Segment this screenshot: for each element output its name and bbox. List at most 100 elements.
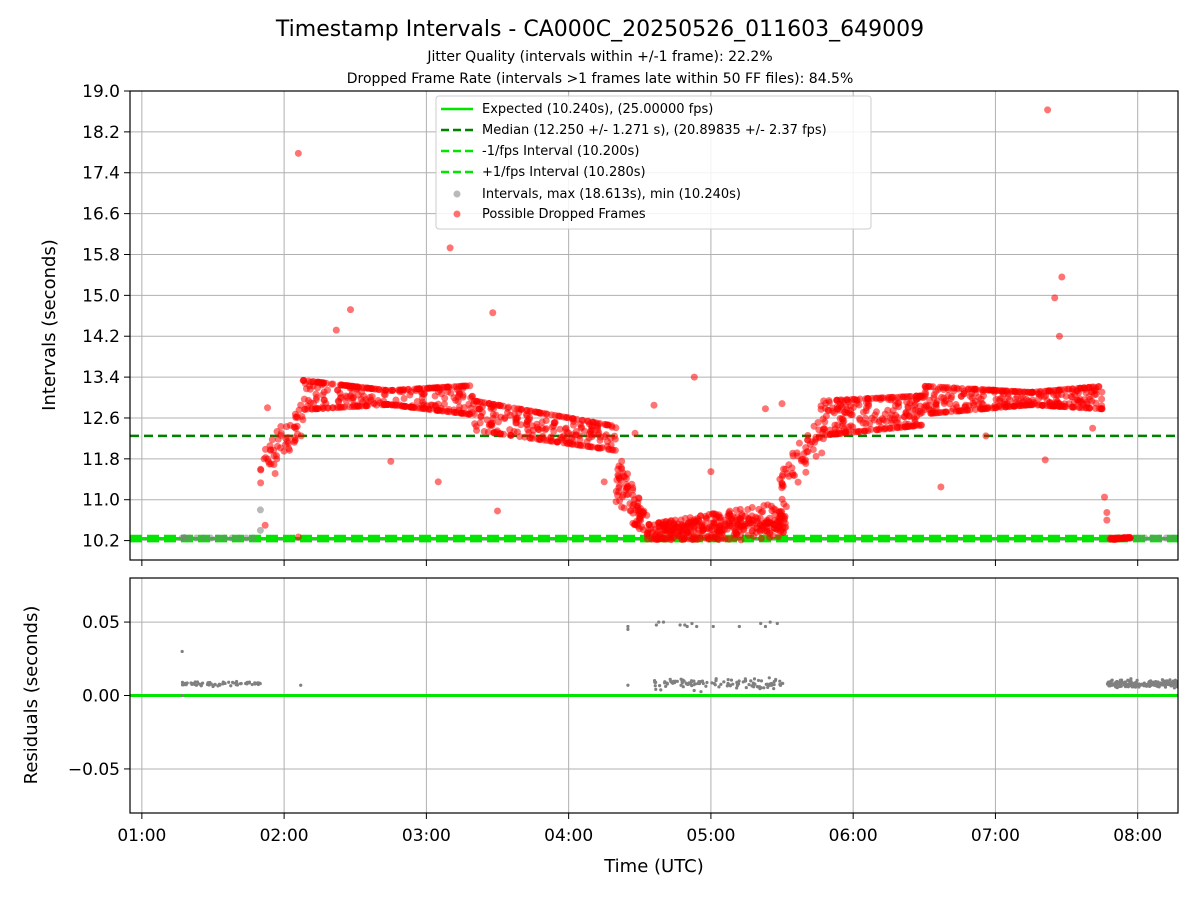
residual-point	[719, 682, 723, 686]
dropped-point	[596, 436, 604, 444]
dropped-point	[494, 418, 502, 426]
dropped-point	[778, 495, 786, 503]
dropped-point	[844, 398, 852, 406]
residual-point	[229, 684, 233, 688]
dropped-point	[273, 428, 281, 436]
dropped-point	[1029, 401, 1037, 409]
dropped-point	[624, 470, 632, 478]
dropped-point	[932, 400, 940, 408]
dropped-point	[824, 406, 832, 414]
residual-point	[231, 681, 236, 685]
bottom-points	[180, 620, 1178, 698]
residual-point	[714, 679, 718, 683]
dropped-point	[504, 409, 512, 417]
dropped-point	[355, 383, 363, 391]
dropped-point	[838, 415, 846, 423]
dropped-point	[324, 404, 332, 412]
dropped-point	[737, 536, 745, 544]
residual-point	[690, 621, 694, 626]
dropped-point	[888, 411, 896, 419]
residual-point	[239, 681, 243, 686]
dropped-point	[631, 429, 639, 437]
dropped-point	[715, 536, 723, 544]
dropped-point	[574, 441, 582, 449]
dropped-point	[1103, 508, 1111, 516]
residual-point	[1165, 682, 1169, 687]
dropped-point	[447, 389, 455, 397]
dropped-point	[568, 415, 576, 423]
residual-point	[665, 681, 669, 685]
dropped-point	[707, 468, 715, 476]
dropped-point	[884, 406, 892, 414]
dropped-point	[685, 519, 693, 527]
dropped-point	[1021, 388, 1029, 396]
interval-point	[256, 506, 264, 514]
dropped-point	[568, 440, 576, 448]
dropped-point	[1028, 388, 1036, 396]
dropped-point	[978, 405, 986, 413]
residual-point	[763, 624, 768, 629]
top-y-tick-label: 11.8	[82, 450, 120, 470]
residual-point	[1134, 684, 1138, 688]
dropped-point	[257, 479, 265, 487]
top-y-tick-label: 14.2	[82, 327, 120, 347]
dropped-point	[329, 380, 337, 388]
dropped-point	[914, 407, 922, 415]
interval-point	[1148, 534, 1156, 542]
residual-point	[626, 683, 630, 687]
dropped-point	[550, 427, 558, 435]
dropped-point	[691, 533, 699, 541]
dropped-point	[1061, 400, 1069, 408]
dropped-point	[654, 519, 662, 527]
residual-point	[1133, 681, 1138, 685]
residual-point	[195, 680, 200, 684]
interval-point	[242, 534, 250, 542]
dropped-point	[579, 416, 587, 424]
dropped-point	[802, 468, 810, 476]
legend-intervals-label: Intervals, max (18.613s), min (10.240s)	[482, 187, 741, 202]
dropped-point	[425, 405, 433, 413]
dropped-point	[320, 396, 328, 404]
dropped-point	[744, 505, 752, 513]
residual-point	[769, 683, 774, 687]
dropped-point	[612, 487, 620, 495]
residual-point	[1123, 680, 1127, 684]
top-y-axis-label: Intervals (seconds)	[39, 239, 60, 411]
dropped-point	[728, 522, 736, 530]
dropped-point	[1076, 398, 1084, 406]
residual-point	[1168, 678, 1172, 682]
dropped-point	[862, 407, 870, 415]
dropped-point	[446, 244, 454, 252]
dropped-point	[346, 392, 354, 400]
residual-point	[1170, 680, 1174, 684]
dropped-point	[778, 472, 786, 480]
residual-point	[753, 682, 757, 686]
dropped-point	[507, 431, 515, 439]
dropped-point	[822, 412, 830, 420]
dropped-point	[915, 392, 923, 400]
dropped-point	[1022, 395, 1030, 403]
dropped-point	[391, 401, 399, 409]
dropped-point	[1107, 534, 1115, 542]
dropped-point	[760, 502, 768, 510]
dropped-point	[272, 452, 280, 460]
residual-point	[659, 688, 663, 692]
dropped-point	[669, 524, 677, 532]
dropped-point	[531, 408, 539, 416]
dropped-point	[1001, 387, 1009, 395]
dropped-point	[940, 383, 948, 391]
dropped-point	[268, 436, 276, 444]
interval-point	[214, 534, 222, 542]
dropped-point	[609, 446, 617, 454]
dropped-point	[1081, 385, 1089, 393]
dropped-point	[712, 510, 720, 518]
dropped-point	[332, 326, 340, 334]
dropped-point	[873, 426, 881, 434]
dropped-point	[781, 512, 789, 520]
dropped-point	[473, 405, 481, 413]
top-y-tick-label: 18.2	[82, 123, 120, 143]
legend-dropped-label: Possible Dropped Frames	[482, 207, 646, 222]
residual-point	[759, 679, 764, 683]
dropped-point	[804, 432, 812, 440]
dropped-point	[1083, 400, 1091, 408]
